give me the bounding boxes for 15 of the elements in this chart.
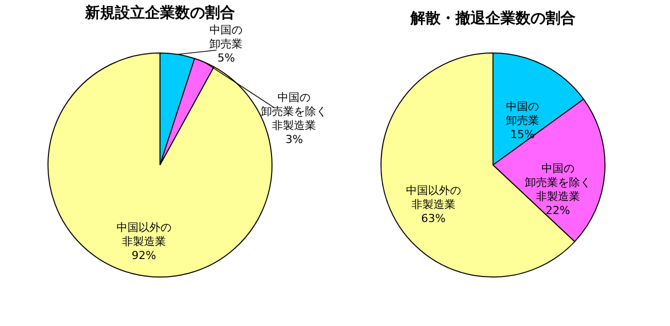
slice-label: 中国の卸売業: [210, 23, 243, 50]
chart-title: 新規設立企業数の割合: [84, 3, 235, 22]
data-label: 3%: [286, 133, 303, 146]
chart-title: 解散・撤退企業数の割合: [410, 9, 576, 27]
slice-label: 中国以外の非製造業: [116, 220, 172, 248]
slice-label: 中国の卸売業を除く非製造業: [524, 162, 591, 204]
data-label: 15%: [510, 128, 535, 142]
data-label: 5%: [217, 51, 235, 64]
pie-slice: [48, 52, 272, 278]
slice-label: 中国の卸売業を除く非製造業: [261, 91, 328, 132]
data-label: 92%: [132, 248, 156, 262]
slice-label: 中国以外の非製造業: [406, 184, 461, 211]
data-label: 63%: [421, 212, 446, 225]
data-label: 22%: [546, 204, 570, 218]
slice-label: 中国の卸売業: [506, 100, 539, 128]
